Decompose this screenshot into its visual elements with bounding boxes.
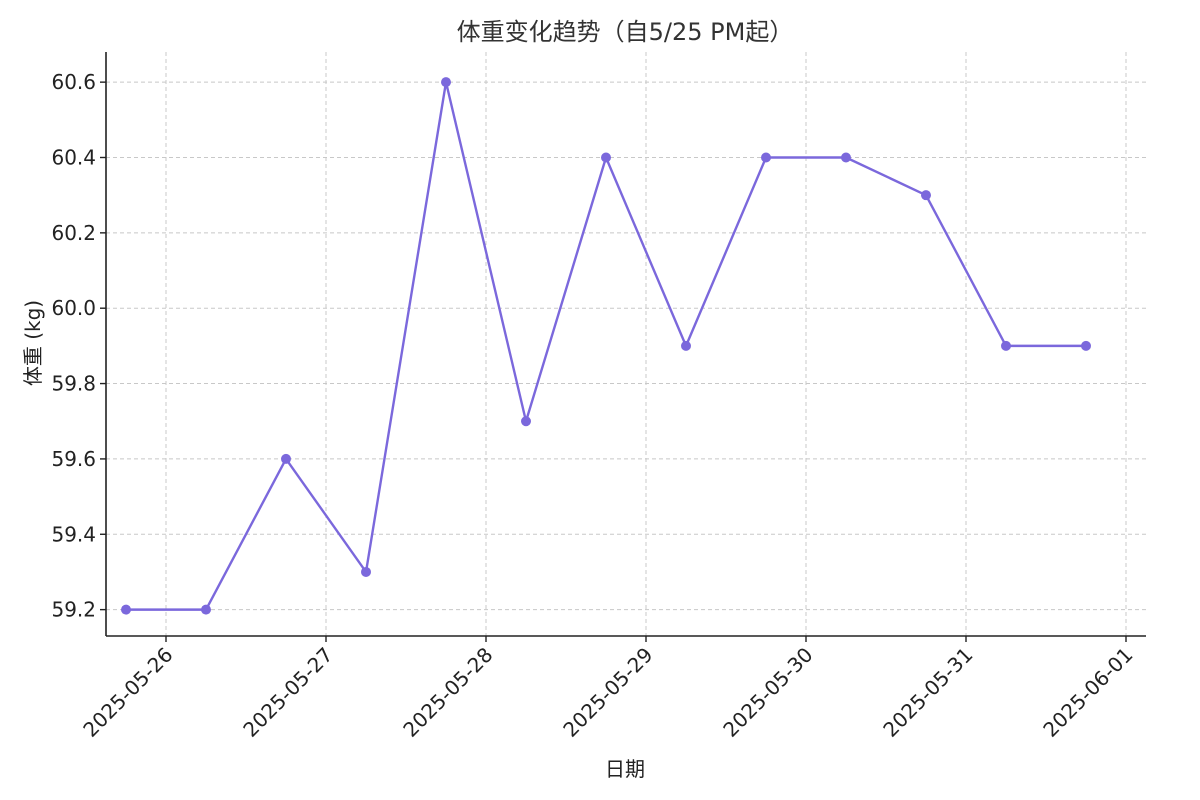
chart-title: 体重变化趋势（自5/25 PM起） xyxy=(457,18,794,46)
x-tick-label: 2025-05-26 xyxy=(78,643,177,742)
data-point xyxy=(921,190,931,201)
data-point xyxy=(201,604,211,615)
data-point xyxy=(361,566,371,577)
y-ticks: 59.2 59.4 59.6 59.8 60.0 60.2 60.4 60.6 xyxy=(51,70,106,622)
y-tick-label: 59.6 xyxy=(51,447,96,471)
y-axis-label: 体重 (kg) xyxy=(21,300,45,386)
data-point xyxy=(681,340,691,351)
axes xyxy=(105,52,1146,637)
y-tick-label: 59.8 xyxy=(51,372,96,396)
x-tick-label: 2025-05-28 xyxy=(398,643,497,742)
x-tick-label: 2025-05-30 xyxy=(718,643,817,742)
data-point xyxy=(521,416,531,427)
y-tick-label: 60.2 xyxy=(51,221,96,245)
data-point xyxy=(1081,340,1091,351)
x-tick-label: 2025-06-01 xyxy=(1038,643,1137,742)
x-axis-label: 日期 xyxy=(605,757,645,781)
data-point xyxy=(121,604,131,615)
y-tick-label: 60.0 xyxy=(51,296,96,320)
grid xyxy=(106,52,1146,636)
data-point xyxy=(841,152,851,163)
data-point xyxy=(441,77,451,88)
data-point xyxy=(1001,340,1011,351)
x-ticks: 2025-05-26 2025-05-27 2025-05-28 2025-05-29… xyxy=(78,636,1138,742)
x-tick-label: 2025-05-27 xyxy=(238,643,337,742)
x-tick-label: 2025-05-31 xyxy=(878,643,977,742)
y-tick-label: 59.2 xyxy=(51,598,96,622)
data-point xyxy=(761,152,771,163)
x-tick-label: 2025-05-29 xyxy=(558,643,657,742)
series xyxy=(121,77,1091,615)
y-tick-label: 60.4 xyxy=(51,145,96,169)
y-tick-label: 59.4 xyxy=(51,522,96,546)
y-tick-label: 60.6 xyxy=(51,70,96,94)
data-point xyxy=(601,152,611,163)
data-point xyxy=(281,453,291,464)
